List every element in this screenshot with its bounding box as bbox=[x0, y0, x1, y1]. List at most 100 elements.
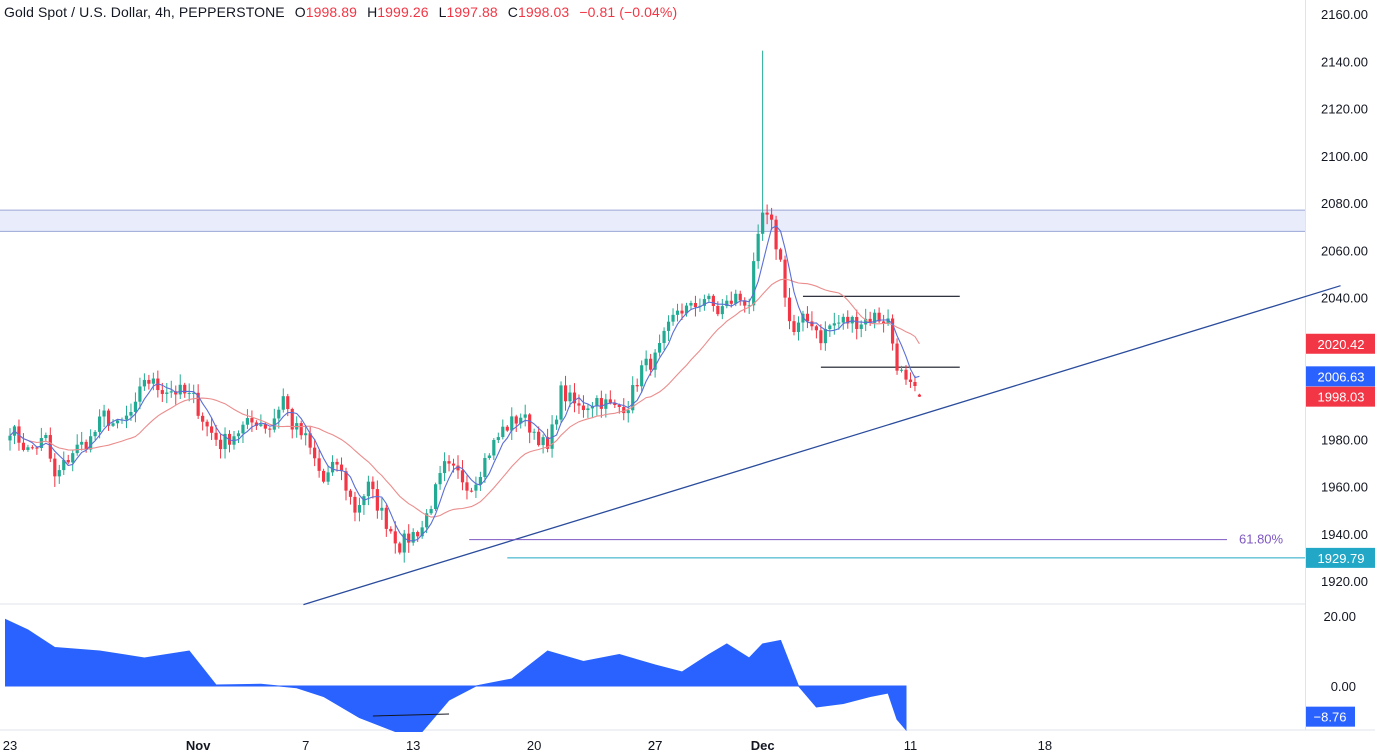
candle-body bbox=[196, 392, 200, 416]
candle-body bbox=[353, 496, 357, 513]
candle-body bbox=[263, 424, 267, 429]
candle-body bbox=[111, 423, 115, 426]
candle-body bbox=[684, 305, 689, 314]
candle-body bbox=[846, 316, 850, 324]
candle-body bbox=[756, 233, 760, 262]
candle-body bbox=[178, 384, 182, 395]
candle-body bbox=[447, 461, 451, 464]
candle-body bbox=[622, 406, 626, 414]
candle-body bbox=[245, 418, 250, 425]
candle-body bbox=[519, 417, 523, 424]
candle-body bbox=[165, 392, 169, 394]
candle-body bbox=[729, 300, 733, 304]
candle-body bbox=[281, 396, 285, 410]
time-tick-label: Dec bbox=[751, 738, 775, 753]
candle-body bbox=[747, 305, 751, 307]
candle-body bbox=[873, 312, 877, 323]
candle-body bbox=[640, 365, 644, 387]
candle-body bbox=[868, 318, 872, 323]
candle-body bbox=[147, 379, 151, 384]
candle-body bbox=[48, 435, 52, 459]
candle-body bbox=[133, 401, 138, 412]
symbol-title: Gold Spot / U.S. Dollar, 4h, PEPPERSTONE bbox=[4, 4, 285, 20]
candle-body bbox=[465, 482, 469, 491]
candle-body bbox=[814, 326, 818, 331]
candle-body bbox=[541, 437, 545, 446]
candle-body bbox=[259, 424, 263, 426]
candle-body bbox=[66, 459, 70, 463]
candle-body bbox=[308, 433, 312, 448]
candle-body bbox=[662, 330, 666, 344]
time-tick-label: 27 bbox=[648, 738, 662, 753]
candle-body bbox=[666, 321, 671, 331]
candle-body bbox=[904, 369, 908, 380]
candle-body bbox=[434, 484, 438, 510]
time-tick-label: 13 bbox=[406, 738, 420, 753]
candle-body bbox=[649, 358, 653, 370]
candle-body bbox=[62, 459, 66, 471]
candle-body bbox=[317, 458, 321, 471]
candle-body bbox=[407, 533, 411, 543]
candle-body bbox=[631, 385, 635, 411]
candle-body bbox=[787, 297, 792, 322]
candle-body bbox=[429, 509, 433, 514]
candle-body bbox=[210, 426, 214, 433]
candle-body bbox=[693, 302, 698, 308]
candle-body bbox=[53, 458, 57, 477]
time-tick-label: 18 bbox=[1038, 738, 1052, 753]
candle-body bbox=[205, 421, 209, 427]
change-value: −0.81 (−0.04%) bbox=[579, 4, 678, 20]
fast-moving-average-line bbox=[9, 225, 920, 542]
candle-body bbox=[348, 490, 353, 497]
time-tick-label: Nov bbox=[186, 738, 211, 753]
oscillator-area bbox=[4, 618, 907, 732]
candle-body bbox=[442, 461, 447, 474]
price-tick-label: 1920.00 bbox=[1321, 574, 1368, 589]
candle-body bbox=[402, 533, 406, 553]
candle-body bbox=[613, 402, 617, 405]
candle-body bbox=[796, 322, 801, 332]
oscillator-tick-label: 0.00 bbox=[1331, 679, 1356, 694]
candle-body bbox=[819, 330, 823, 344]
candle-body bbox=[761, 212, 765, 234]
candle-body bbox=[823, 329, 827, 344]
candle-body bbox=[151, 378, 155, 384]
candle-body bbox=[218, 439, 223, 450]
candle-body bbox=[106, 410, 111, 426]
oscillator-value-badge-text: −8.76 bbox=[1314, 710, 1347, 725]
open-label: O bbox=[294, 4, 306, 20]
candlestick-series bbox=[8, 50, 922, 563]
support-price-badge-bg bbox=[1306, 547, 1375, 568]
candle-body bbox=[460, 470, 465, 483]
candle-body bbox=[192, 392, 196, 394]
candle-body bbox=[183, 384, 187, 394]
candle-body bbox=[299, 423, 303, 436]
candle-body bbox=[725, 300, 729, 307]
candle-body bbox=[487, 455, 491, 458]
time-tick-label: 27 bbox=[648, 738, 662, 753]
candle-body bbox=[711, 295, 715, 306]
candle-body bbox=[599, 398, 603, 409]
candle-body bbox=[752, 261, 756, 306]
candle-body bbox=[550, 424, 554, 449]
candle-body bbox=[805, 313, 810, 322]
candle-body bbox=[456, 465, 460, 471]
candle-body bbox=[277, 409, 281, 419]
divergence-line bbox=[372, 713, 450, 717]
candle-body bbox=[254, 422, 258, 426]
close-label: C bbox=[507, 4, 519, 20]
candle-body bbox=[223, 433, 227, 450]
candle-body bbox=[335, 461, 339, 465]
candle-body bbox=[384, 507, 388, 529]
candle-body bbox=[608, 399, 612, 403]
candle-body bbox=[864, 318, 868, 325]
candle-body bbox=[568, 392, 572, 402]
candle-body bbox=[702, 299, 706, 306]
support-price-badge-text: 1929.79 bbox=[1318, 551, 1365, 566]
fib-label: 61.80% bbox=[1239, 532, 1284, 547]
candle-body bbox=[653, 352, 657, 370]
candle-body bbox=[35, 447, 39, 449]
candle-body bbox=[841, 316, 845, 323]
candle-body bbox=[528, 414, 532, 433]
